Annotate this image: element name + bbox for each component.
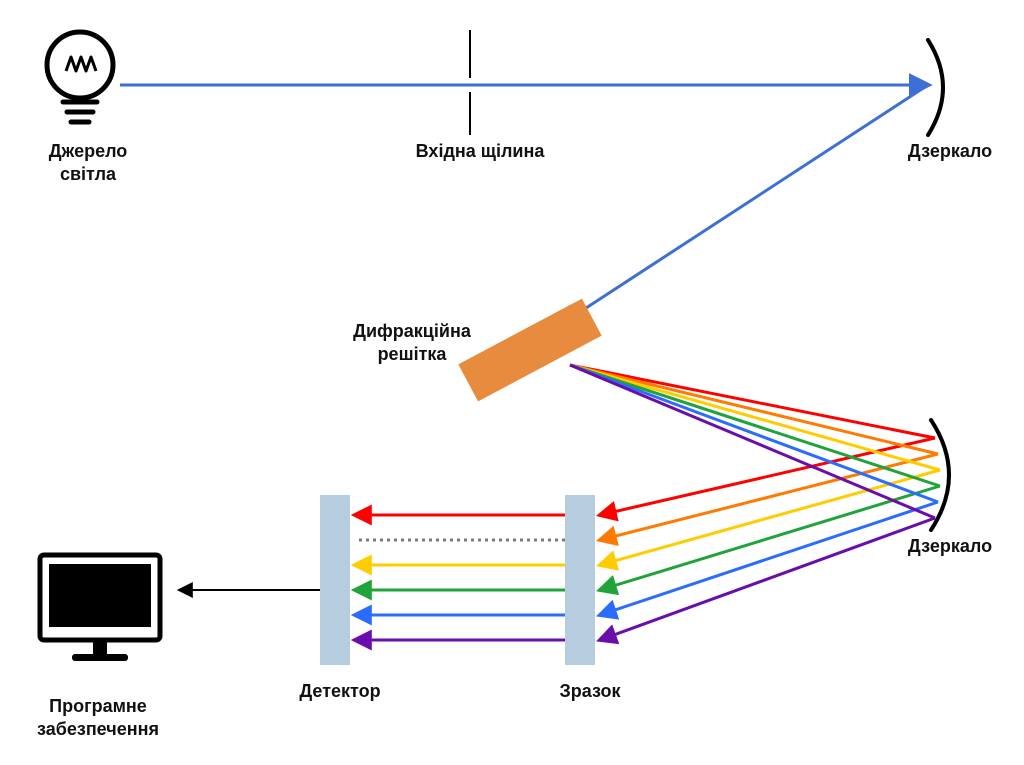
ray-to-mirror-0: [570, 365, 935, 438]
sample-cell: [565, 495, 595, 665]
lightbulb-icon: [47, 32, 113, 98]
beam-primary-1: [560, 85, 928, 325]
label-detector: Детектор: [280, 680, 400, 703]
ray-to-mirror-4: [570, 365, 938, 502]
label-grating: Дифракційна решітка: [322, 320, 502, 365]
detector-array: [320, 495, 350, 665]
label-mirror1: Дзеркало: [880, 140, 1020, 163]
label-software: Програмне забезпечення: [8, 695, 188, 740]
label-mirror2: Дзеркало: [880, 535, 1020, 558]
ray-to-mirror-3: [570, 365, 940, 486]
spectrometer-diagram: Джерело світла Вхідна щілина Дзеркало Ди…: [0, 0, 1024, 765]
mirror-top: [928, 40, 943, 135]
label-slit: Вхідна щілина: [380, 140, 580, 163]
diagram-canvas: [0, 0, 1024, 765]
label-source: Джерело світла: [18, 140, 158, 185]
label-sample: Зразок: [530, 680, 650, 703]
ray-to-mirror-2: [570, 365, 940, 470]
